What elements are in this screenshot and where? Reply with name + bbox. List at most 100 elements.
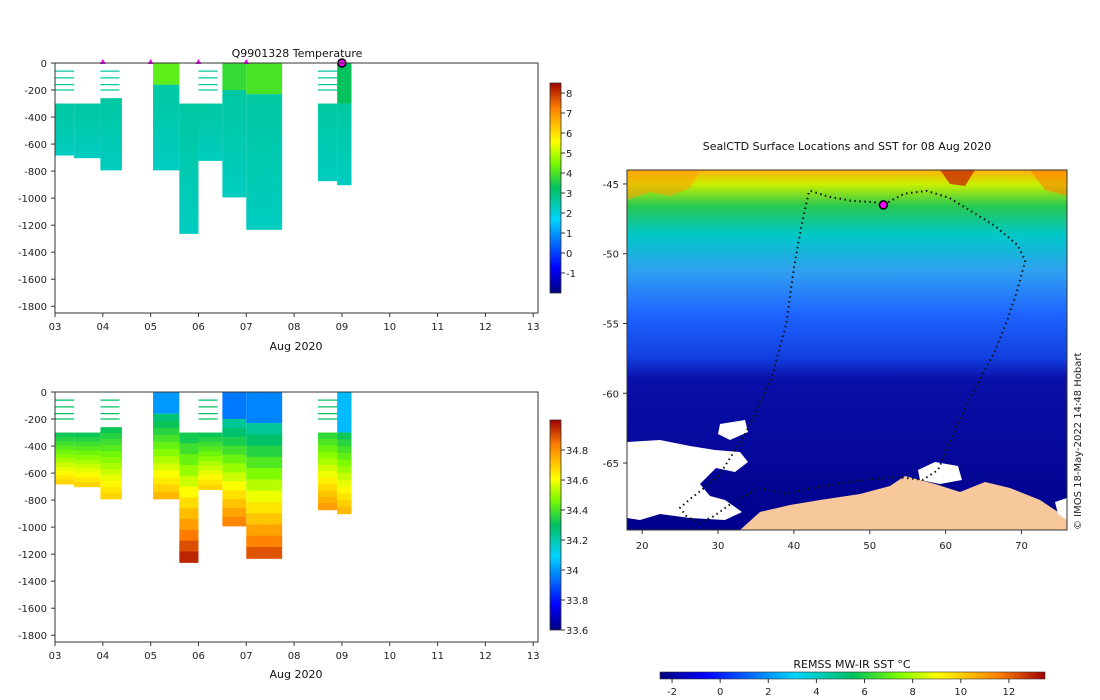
profile-cell xyxy=(74,455,101,461)
lat-tick-label: -45 xyxy=(603,180,619,191)
sst-colorbar-tick-label: 6 xyxy=(861,687,867,698)
profile-cell xyxy=(222,116,247,127)
profile-cell xyxy=(222,187,247,198)
profile-cell xyxy=(55,436,75,442)
profile-cell xyxy=(318,464,338,472)
profile-cell xyxy=(153,98,180,107)
profile-cell xyxy=(318,148,338,156)
profile-cell xyxy=(74,450,101,456)
profile-cell xyxy=(100,456,122,464)
sst-colorbar-tick-label: 0 xyxy=(717,687,723,698)
profile-cell xyxy=(198,437,223,443)
surface-block xyxy=(246,63,283,95)
profile-cell xyxy=(55,142,75,147)
salinity-panel: 03 04 05 06 07 08 09 10 11 12 13 0 -200 -400 -600 -800… xyxy=(18,388,588,681)
profile-cell xyxy=(55,146,75,152)
profile-cell xyxy=(55,458,75,464)
colorbar-tick-label: 34.8 xyxy=(566,446,588,457)
colorbar-tick-label: 1 xyxy=(566,229,572,240)
x-tick-label: 11 xyxy=(431,651,444,662)
profile-cell xyxy=(179,540,199,553)
profile-cell xyxy=(100,98,122,105)
profile-cell xyxy=(100,451,122,458)
colorbar-tick-label: 33.8 xyxy=(566,596,588,607)
profile-cell xyxy=(179,551,199,563)
profile-cell xyxy=(198,446,223,453)
lon-tick-label: 30 xyxy=(712,541,725,552)
profile-cell xyxy=(198,131,223,138)
sst-colorbar-tick-label: -2 xyxy=(667,687,677,698)
sst-colorbar xyxy=(659,671,1046,680)
profile-cell xyxy=(246,105,283,118)
profile-cell xyxy=(74,103,101,109)
profile-cell xyxy=(74,130,101,136)
colorbar-tick-label: 34.4 xyxy=(566,506,588,517)
profile-cell xyxy=(246,490,283,503)
x-tick-label: 03 xyxy=(49,322,62,333)
profile-cell xyxy=(222,499,247,509)
profile-cell xyxy=(246,524,283,537)
profile-cell xyxy=(337,446,352,454)
lat-tick-label: -55 xyxy=(603,319,619,330)
surface-block xyxy=(222,63,247,91)
profile-cell xyxy=(179,157,199,170)
profile-cell xyxy=(55,129,75,135)
profile-cell xyxy=(246,184,283,197)
profile-cell xyxy=(337,110,352,118)
profile-cell xyxy=(153,477,180,486)
y-tick-label: -1200 xyxy=(18,221,47,232)
profile-cell xyxy=(55,103,75,109)
profile-cell xyxy=(222,481,247,491)
colorbar-tick-label: 6 xyxy=(566,129,572,140)
profile-cell xyxy=(153,148,180,157)
profile-cell xyxy=(74,121,101,127)
profile-cell xyxy=(74,482,101,488)
colorbar-tick-label: 5 xyxy=(566,149,572,160)
profile-cell xyxy=(246,423,283,435)
profile-cell xyxy=(55,112,75,117)
antarctic-land xyxy=(740,476,1067,530)
salinity-profiles xyxy=(55,392,352,563)
y-tick-label: -1400 xyxy=(18,248,47,259)
profile-cell xyxy=(55,116,75,122)
y-tick-label: -1200 xyxy=(18,550,47,561)
profile-cell xyxy=(318,496,338,504)
profile-cell xyxy=(179,135,199,148)
profile-cell xyxy=(179,475,199,488)
profile-cell xyxy=(153,491,180,500)
colorbar-tick-label: 34.2 xyxy=(566,536,588,547)
x-tick-label: 13 xyxy=(527,322,540,333)
profile-cell xyxy=(198,470,223,476)
profile-cell xyxy=(246,161,283,174)
profile-cell xyxy=(100,110,122,117)
profile-cell xyxy=(179,432,199,444)
colorbar-tick-label: 33.6 xyxy=(566,626,588,637)
profile-cell xyxy=(55,466,75,472)
profile-cell xyxy=(337,486,352,494)
profile-cell xyxy=(222,427,247,438)
y-tick-label: -600 xyxy=(24,140,47,151)
profile-cell xyxy=(100,480,122,488)
map-axes-frame xyxy=(626,169,1068,531)
y-tick-label: -600 xyxy=(24,469,47,480)
salinity-colorbar-ticks: 33.6 33.8 34 34.2 34.4 34.6 34.8 xyxy=(561,446,588,637)
profile-cell xyxy=(100,133,122,141)
profile-cell xyxy=(246,206,283,219)
profile-cell xyxy=(100,122,122,129)
profile-cell xyxy=(198,122,223,128)
profile-cell xyxy=(100,492,122,500)
y-tick-label: -200 xyxy=(24,415,47,426)
y-tick-label: -800 xyxy=(24,167,47,178)
y-tick-label: -800 xyxy=(24,496,47,507)
profile-cell xyxy=(318,490,338,498)
profile-cell xyxy=(100,145,122,153)
x-tick-label: 06 xyxy=(192,651,205,662)
profile-cell xyxy=(337,506,352,515)
profile-cell xyxy=(55,449,75,455)
profile-cell xyxy=(100,104,122,111)
profile-cell xyxy=(179,179,199,191)
profile-cell xyxy=(74,477,101,483)
profile-cell xyxy=(179,454,199,466)
profile-cell xyxy=(246,445,283,458)
profile-cell xyxy=(337,117,352,125)
